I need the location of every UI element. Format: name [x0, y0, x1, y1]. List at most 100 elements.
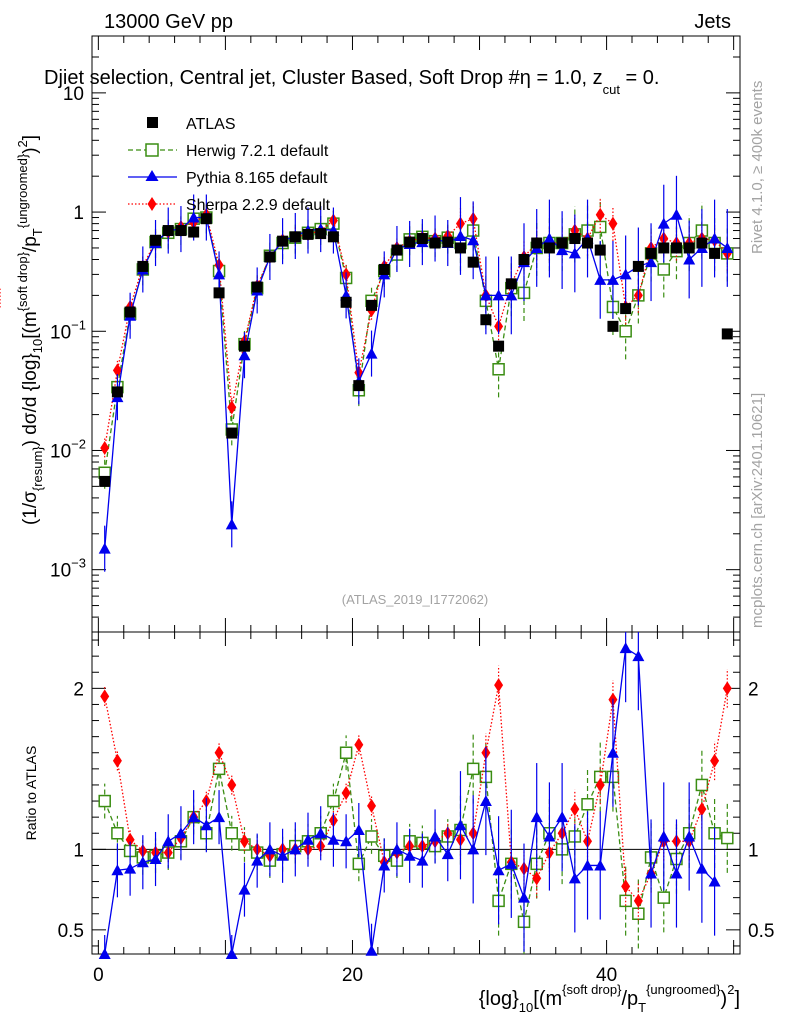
main-pythia-point	[238, 349, 251, 361]
main-atlas-point	[607, 320, 619, 332]
ratio-pythia-point	[289, 843, 302, 855]
main-atlas-point	[721, 328, 733, 340]
main-atlas-point	[302, 228, 314, 240]
main-herwig-point	[492, 363, 505, 376]
ratio-sherpa-point	[125, 832, 135, 847]
main-pythia-point	[606, 273, 619, 285]
ratio-sherpa-point	[341, 786, 351, 800]
ratio-pythia-point	[352, 824, 365, 836]
ratio-herwig-point	[352, 857, 366, 871]
ratio-sherpa-point	[367, 798, 377, 813]
main-pythia-point	[657, 217, 670, 229]
main-pythia-point	[98, 542, 111, 554]
ratio-pythia-point	[238, 883, 251, 895]
ratio-sherpa-point	[570, 802, 580, 817]
main-atlas-point	[150, 234, 162, 246]
ratio-sherpa-point	[595, 777, 605, 792]
main-pythia-point	[225, 518, 238, 530]
ratio-x-tick-label: 20	[342, 965, 363, 986]
main-series-marks	[0, 175, 734, 572]
ratio-sherpa-point	[100, 689, 110, 704]
ratio-sherpa-point	[633, 893, 643, 908]
main-pythia-point	[594, 273, 607, 285]
main-atlas-point	[111, 386, 123, 398]
ratio-pythia-point	[530, 811, 543, 823]
main-y-axis-label: (1/σ{resum}) dσ/d {log}10[(m{soft drop}/…	[15, 135, 45, 525]
main-sherpa-point	[608, 216, 618, 231]
ratio-pythia-point	[708, 875, 721, 887]
ratio-y-tick-label-left: 1	[73, 840, 84, 861]
ratio-y-tick-label-left: 2	[73, 679, 84, 700]
main-herwig-point	[657, 263, 671, 276]
ratio-pythia-point	[416, 854, 429, 866]
legend: ATLAS Herwig 7.2.1 default Pythia 8.165 …	[128, 116, 331, 214]
ratio-herwig-point	[365, 830, 378, 843]
ratio-pythia-point	[200, 819, 213, 831]
main-atlas-point	[353, 380, 365, 392]
ratio-pythia-line	[104, 647, 716, 955]
ratio-pythia-point	[124, 862, 137, 874]
main-atlas-point	[505, 278, 517, 290]
ratio-pythia-point	[492, 864, 505, 876]
main-sherpa-line	[104, 213, 728, 449]
ratio-pythia-point	[645, 867, 658, 879]
ratio-sherpa-point	[710, 753, 720, 768]
ratio-pythia-point	[670, 867, 683, 879]
ratio-y-axis-label: Ratio to ATLAS	[23, 746, 39, 841]
ratio-pythia-point	[213, 811, 226, 823]
main-pythia-point	[670, 208, 683, 220]
main-atlas-point	[327, 231, 339, 243]
main-atlas-point	[582, 237, 594, 249]
ratio-pythia-point	[251, 854, 264, 866]
side-mcplots: mcplots.cern.ch [arXiv:2401.10621]	[749, 393, 766, 628]
main-atlas-point	[99, 475, 111, 487]
main-atlas-point	[340, 296, 352, 308]
ratio-herwig-point	[111, 827, 124, 840]
main-pythia-point	[708, 232, 721, 244]
main-atlas-point	[188, 226, 200, 238]
main-atlas-point	[556, 237, 568, 249]
main-atlas-point	[213, 287, 225, 299]
main-atlas-point	[493, 340, 505, 352]
ratio-pythia-point	[149, 853, 162, 865]
main-atlas-point	[645, 247, 657, 259]
main-atlas-point	[124, 306, 136, 318]
main-sherpa-point	[227, 400, 237, 415]
main-y-tick-label: 10−1	[50, 317, 86, 343]
legend-atlas-marker	[147, 117, 158, 128]
ratio-herwig-line	[104, 752, 728, 922]
main-atlas-point	[277, 235, 289, 247]
main-y-tick-label: 10−2	[50, 436, 86, 462]
main-atlas-point	[683, 242, 695, 254]
legend-pythia-marker	[145, 170, 159, 181]
plot-title-tail: = 0.	[620, 67, 659, 89]
ratio-pythia-point	[581, 859, 594, 871]
main-pythia-point	[683, 253, 696, 265]
ratio-herwig-point	[98, 794, 111, 808]
legend-herwig-marker	[145, 143, 159, 157]
legend-sherpa-marker	[147, 197, 157, 211]
main-sherpa-point	[112, 363, 122, 378]
ratio-herwig-point	[632, 907, 645, 920]
main-atlas-point	[454, 242, 466, 254]
main-pythia-point	[479, 289, 492, 301]
plot-title: Djiet selection, Central jet, Cluster Ba…	[44, 67, 659, 97]
plot-title-main: Djiet selection, Central jet, Cluster Ba…	[44, 67, 603, 89]
ratio-pythia-point	[683, 830, 696, 842]
main-atlas-point	[251, 281, 263, 293]
ratio-pythia-point	[518, 891, 530, 903]
ratio-axis-ticks: 0.5 0.51 12 20 20 40	[58, 632, 774, 986]
main-pythia-point	[467, 234, 480, 246]
main-atlas-point	[480, 314, 492, 326]
ratio-herwig-point	[225, 827, 239, 840]
main-atlas-point	[404, 236, 416, 248]
main-atlas-point	[696, 237, 708, 249]
main-atlas-point	[632, 260, 644, 272]
ratio-pythia-point	[327, 833, 340, 845]
ratio-y-tick-label-right: 2	[748, 679, 759, 700]
main-sherpa-point	[100, 440, 110, 455]
ratio-pythia-point	[302, 833, 314, 845]
main-pythia-point	[454, 229, 467, 241]
ratio-sherpa-point	[227, 777, 237, 792]
main-sherpa-point	[595, 207, 605, 222]
